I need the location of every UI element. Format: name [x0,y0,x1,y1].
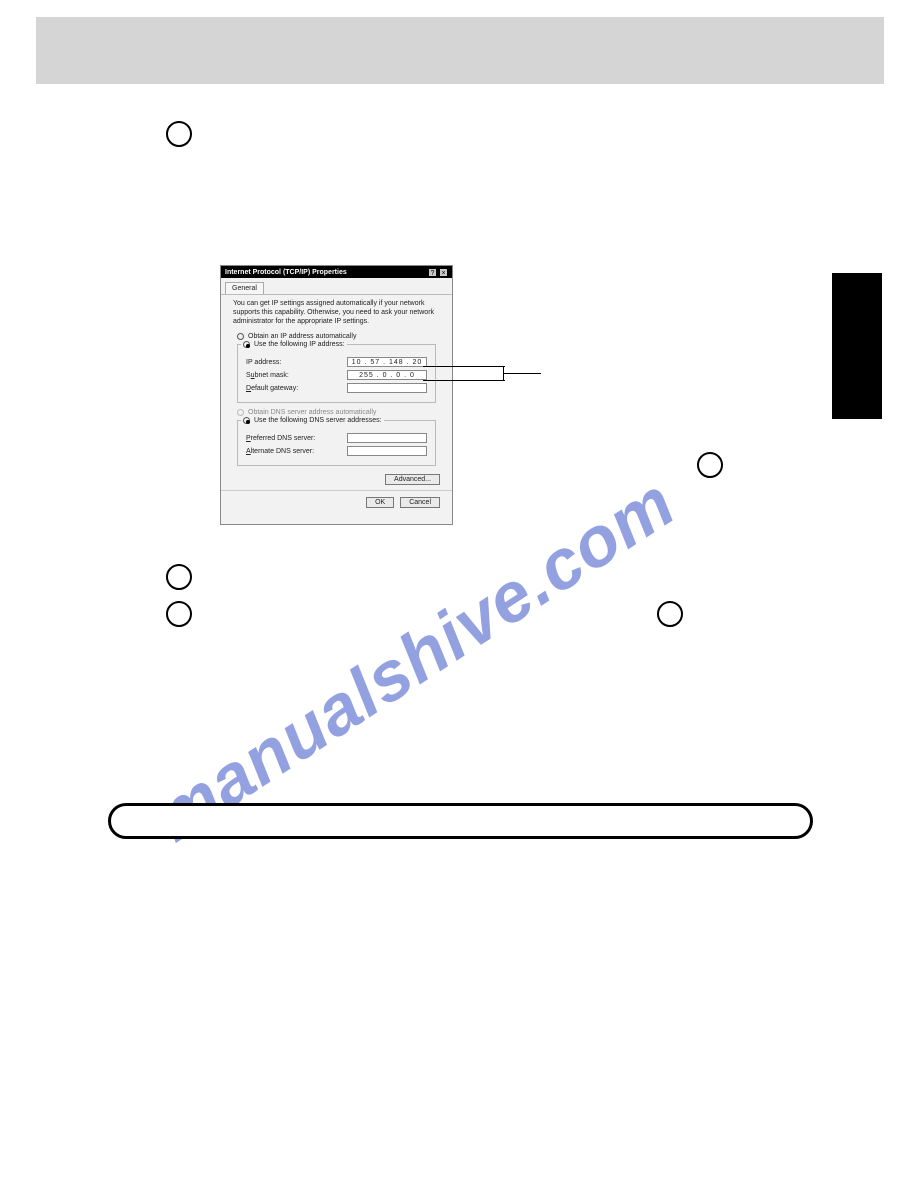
dialog-body: You can get IP settings assigned automat… [221,295,452,490]
right-edge-tab [832,273,882,419]
gateway-input[interactable] [347,383,427,393]
tab-area: General [221,278,452,295]
callout-line-stem [503,373,541,374]
explain-text: You can get IP settings assigned automat… [233,300,440,326]
ip-address-row: IP address: 10 . 57 . 148 . 20 [246,357,427,367]
callout-line-upper [423,366,505,367]
ip-field-group: Use the following IP address: IP address… [237,344,436,403]
preferred-dns-input[interactable] [347,433,427,443]
radio-label: Use the following DNS server addresses: [254,417,382,424]
close-button[interactable]: × [439,268,448,277]
radio-icon [243,417,250,424]
radio-obtain-ip[interactable]: Obtain an IP address automatically [237,333,440,340]
alternate-dns-input[interactable] [347,446,427,456]
dialog-titlebar: Internet Protocol (TCP/IP) Properties ? … [221,266,452,278]
gateway-row: Default gateway: [246,383,427,393]
note-box [108,803,813,839]
radio-use-dns[interactable]: Use the following DNS server addresses: [241,417,384,424]
radio-use-ip[interactable]: Use the following IP address: [241,341,347,348]
radio-icon [237,409,244,416]
subnet-row: Subnet mask: 255 . 0 . 0 . 0 [246,370,427,380]
step-circle-2 [166,564,192,590]
step-circle-5 [697,452,723,478]
radio-label: Obtain an IP address automatically [248,333,356,340]
alternate-dns-label: Alternate DNS server: [246,448,314,455]
cancel-button[interactable]: Cancel [400,497,440,508]
step-circle-1 [166,121,192,147]
tcpip-properties-dialog: Internet Protocol (TCP/IP) Properties ? … [220,265,453,525]
step-circle-3 [166,601,192,627]
radio-icon [243,341,250,348]
radio-label: Use the following IP address: [254,341,345,348]
advanced-button[interactable]: Advanced... [385,474,440,485]
step-circle-4 [657,601,683,627]
tab-general[interactable]: General [225,282,264,294]
radio-label: Obtain DNS server address automatically [248,409,376,416]
titlebar-buttons: ? × [428,268,448,277]
radio-obtain-dns: Obtain DNS server address automatically [237,409,440,416]
radio-icon [237,333,244,340]
ok-button[interactable]: OK [366,497,394,508]
ip-address-label: IP address: [246,359,281,366]
subnet-input[interactable]: 255 . 0 . 0 . 0 [347,370,427,380]
alternate-dns-row: Alternate DNS server: [246,446,427,456]
preferred-dns-row: Preferred DNS server: [246,433,427,443]
subnet-label: Subnet mask: [246,372,289,379]
page-header-bar [36,17,884,84]
gateway-label: Default gateway: [246,385,298,392]
ip-address-input[interactable]: 10 . 57 . 148 . 20 [347,357,427,367]
preferred-dns-label: Preferred DNS server: [246,435,315,442]
help-button[interactable]: ? [428,268,437,277]
callout-line-lower [423,380,505,381]
dialog-title: Internet Protocol (TCP/IP) Properties [225,269,347,276]
dns-field-group: Use the following DNS server addresses: … [237,420,436,466]
dialog-buttons: OK Cancel [221,490,452,514]
